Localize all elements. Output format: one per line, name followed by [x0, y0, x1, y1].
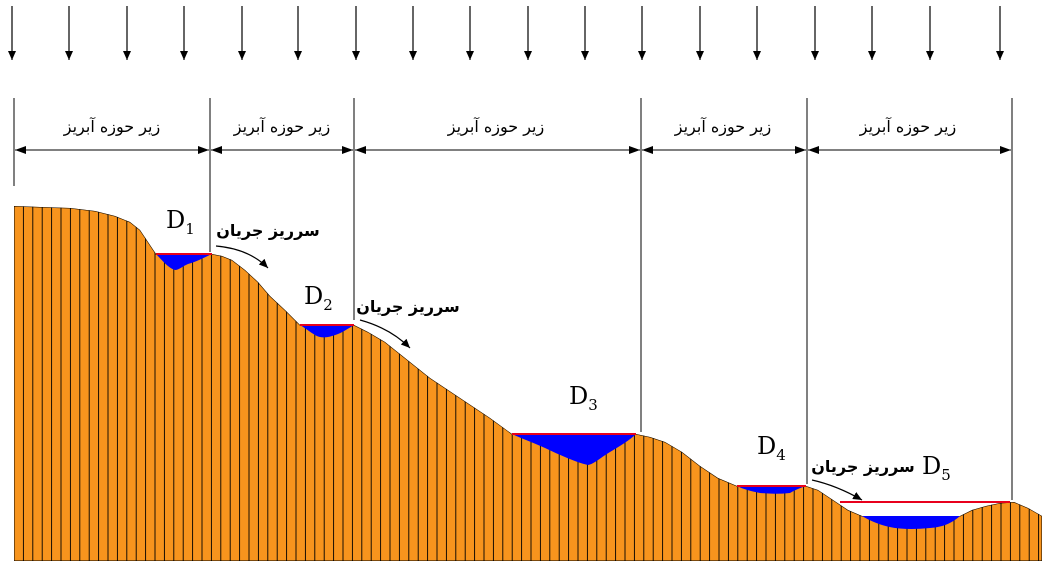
depression-label-4: D4 — [757, 432, 786, 464]
overflow-label-2: سرریز جریان — [356, 297, 460, 316]
depression-label-5: D5 — [922, 452, 951, 484]
depression-label-5-letter: D — [922, 452, 941, 480]
depression-label-5-index: 5 — [941, 466, 951, 484]
depression-label-3: D3 — [569, 382, 598, 414]
depression-label-3-letter: D — [569, 382, 588, 410]
depression-label-4-index: 4 — [776, 446, 786, 464]
depression-water-5 — [862, 516, 960, 529]
overflow-label-1: سرریز جریان — [216, 221, 320, 240]
rainfall-arrows — [8, 6, 1004, 60]
subwatershed-boundaries — [13, 98, 1013, 500]
depression-label-1: D1 — [166, 206, 195, 238]
depression-label-2-index: 2 — [323, 296, 333, 314]
subwatershed-label-5: زیر حوزه آبریز — [859, 117, 956, 137]
depression-label-1-index: 1 — [185, 220, 195, 238]
depression-label-4-letter: D — [757, 432, 776, 460]
terrain-profile — [14, 206, 1042, 561]
depression-label-2: D2 — [304, 282, 333, 314]
subwatershed-label-1: زیر حوزه آبریز — [63, 117, 160, 137]
subwatershed-label-4: زیر حوزه آبریز — [674, 117, 771, 137]
depression-water-4 — [737, 486, 806, 494]
overflow-arrow-3 — [811, 479, 863, 501]
overflow-arrow-2 — [359, 319, 411, 349]
depression-label-1-letter: D — [166, 206, 185, 234]
depression-label-3-index: 3 — [588, 396, 598, 414]
overflow-arrow-1 — [215, 245, 269, 269]
depression-water-3 — [512, 434, 636, 465]
depression-water-1 — [156, 254, 212, 270]
subwatershed-label-2: زیر حوزه آبریز — [233, 117, 330, 137]
depression-water-2 — [300, 325, 354, 338]
overflow-label-3: سرریز جریان — [811, 457, 915, 476]
subwatershed-label-3: زیر حوزه آبریز — [447, 117, 544, 137]
water-surface-lines — [156, 253, 1010, 503]
depression-label-2-letter: D — [304, 282, 323, 310]
